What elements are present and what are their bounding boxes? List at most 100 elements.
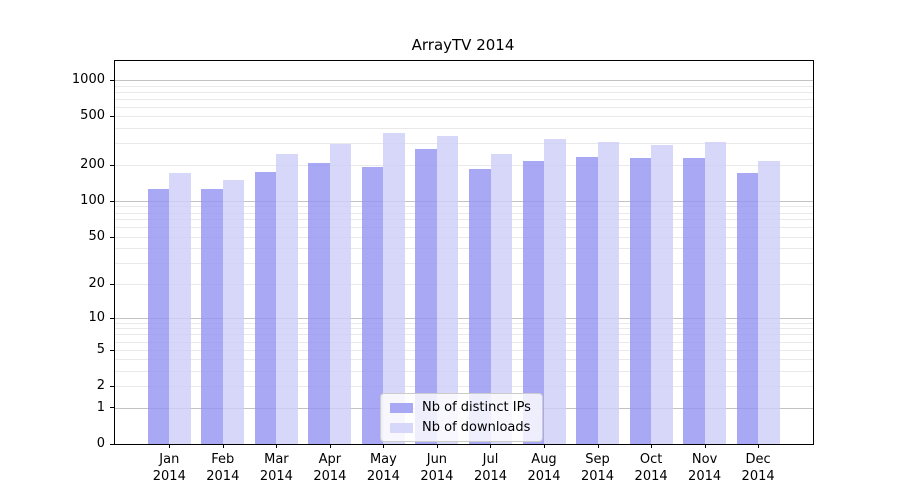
bar-downloads-aug (544, 139, 566, 444)
x-tick-label-feb: Feb 2014 (206, 452, 240, 484)
y-tick-label: 20 (88, 275, 105, 291)
x-tick-label-jun: Jun 2014 (420, 452, 454, 484)
minor-gridline (115, 219, 813, 221)
bar-downloads-dec (758, 160, 780, 444)
bar-distinct-ips-oct (629, 158, 652, 444)
minor-gridline (115, 263, 813, 265)
minor-gridline (115, 386, 813, 388)
minor-gridline (115, 371, 813, 372)
legend-entry-downloads: Nb of downloads (390, 420, 531, 435)
bar-downloads-may (383, 133, 405, 444)
x-tick-label-jul: Jul 2014 (473, 452, 508, 484)
minor-gridline (115, 248, 813, 250)
major-gridline (115, 200, 813, 202)
legend: Nb of distinct IPs Nb of downloads (380, 393, 543, 442)
y-tick-label: 0 (96, 436, 105, 451)
bar-distinct-ips-nov (683, 158, 705, 444)
legend-label-downloads: Nb of downloads (422, 420, 531, 435)
minor-gridline (115, 334, 813, 336)
minor-gridline (115, 143, 813, 145)
minor-gridline (115, 206, 813, 208)
bar-downloads-apr (329, 144, 352, 444)
bar-distinct-ips-jun (415, 148, 437, 444)
x-tick-label-aug: Aug 2014 (527, 452, 561, 484)
x-tick-label-oct: Oct 2014 (634, 452, 668, 484)
y-tick-mark (110, 318, 114, 319)
legend-label-distinct-ips: Nb of distinct IPs (422, 400, 531, 415)
minor-gridline (115, 164, 813, 166)
chart-title: ArrayTV 2014 (411, 36, 515, 54)
bar-downloads-feb (222, 179, 245, 444)
minor-gridline (115, 359, 813, 361)
minor-gridline (115, 349, 813, 351)
x-tick-mark (169, 444, 170, 448)
bar-distinct-ips-dec (736, 173, 759, 444)
y-tick-mark (110, 165, 114, 166)
x-tick-mark (598, 444, 599, 448)
x-tick-label-mar: Mar 2014 (259, 452, 293, 484)
x-tick-label-apr: Apr 2014 (313, 452, 347, 484)
minor-gridline (115, 236, 813, 238)
bar-downloads-mar (276, 153, 298, 444)
x-tick-mark (437, 444, 438, 448)
x-tick-mark (223, 444, 224, 448)
x-tick-label-may: May 2014 (366, 452, 400, 484)
minor-gridline (115, 227, 813, 229)
legend-swatch-downloads-icon (390, 422, 413, 433)
y-tick-label: 10 (88, 309, 105, 325)
y-tick-mark (110, 116, 114, 117)
x-tick-mark (276, 444, 277, 448)
y-tick-mark (110, 201, 114, 202)
bar-distinct-ips-jul (469, 168, 491, 444)
minor-gridline (115, 328, 813, 330)
bar-distinct-ips-may (361, 167, 384, 444)
y-tick-mark (110, 386, 114, 387)
minor-gridline (115, 322, 813, 324)
y-tick-mark (110, 80, 114, 81)
bar-downloads-jun (436, 136, 459, 444)
y-tick-mark (110, 350, 114, 351)
x-tick-mark (758, 444, 759, 448)
x-tick-mark (705, 444, 706, 448)
bar-downloads-jan (169, 173, 191, 444)
major-gridline (115, 80, 813, 81)
minor-gridline (115, 283, 813, 285)
bar-distinct-ips-apr (308, 163, 330, 444)
minor-gridline (115, 91, 813, 93)
y-tick-label: 50 (88, 228, 105, 244)
y-tick-mark (110, 444, 114, 445)
x-tick-mark (651, 444, 652, 448)
bar-downloads-jul (490, 153, 512, 444)
bar-distinct-ips-mar (254, 171, 277, 444)
minor-gridline (115, 106, 813, 108)
y-tick-label: 2 (96, 378, 105, 394)
y-tick-mark (110, 237, 114, 238)
major-gridline (115, 317, 813, 319)
x-tick-mark (330, 444, 331, 448)
bar-downloads-nov (704, 142, 727, 444)
minor-gridline (115, 128, 813, 130)
plot-area: 0 1 2 5 10 20 50 100 200 500 1000 Jan 2014 Feb 2014 Ma… (72, 60, 814, 484)
y-tick-mark (110, 407, 114, 408)
bar-distinct-ips-aug (522, 160, 544, 444)
y-tick-label: 200 (80, 156, 105, 172)
x-tick-mark (383, 444, 384, 448)
legend-swatch-distinct-ips-icon (390, 402, 413, 413)
x-tick-label-jan: Jan 2014 (152, 452, 186, 484)
minor-gridline (115, 85, 813, 87)
x-tick-mark (490, 444, 491, 448)
y-tick-label: 1000 (71, 72, 105, 87)
legend-entry-distinct-ips: Nb of distinct IPs (390, 400, 531, 415)
y-tick-label: 500 (80, 108, 105, 124)
x-tick-label-sep: Sep 2014 (580, 452, 615, 484)
minor-gridline (115, 341, 813, 343)
bar-downloads-sep (597, 141, 619, 444)
x-tick-label-dec: Dec 2014 (741, 452, 775, 484)
bar-distinct-ips-feb (201, 189, 223, 444)
bar-distinct-ips-sep (576, 157, 598, 444)
y-tick-label: 100 (80, 192, 105, 208)
y-tick-label: 5 (96, 341, 105, 357)
y-tick-mark (110, 284, 114, 285)
x-tick-label-nov: Nov 2014 (688, 452, 722, 484)
